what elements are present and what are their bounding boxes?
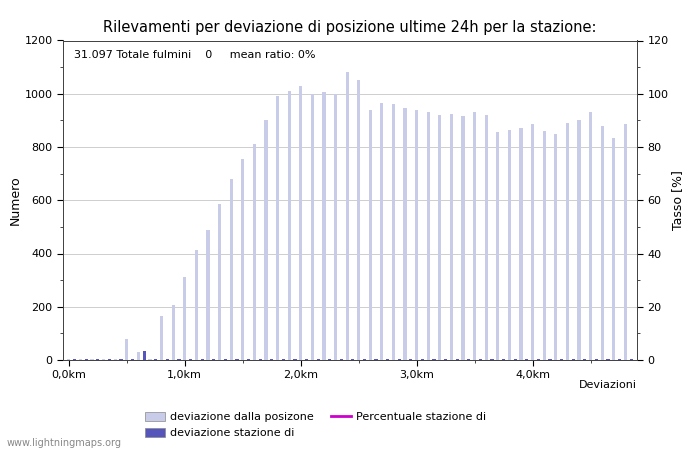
Bar xyxy=(583,359,587,360)
Bar xyxy=(595,359,598,360)
Bar xyxy=(195,249,198,360)
Bar xyxy=(554,134,557,360)
Bar xyxy=(403,108,407,360)
Bar xyxy=(334,94,337,360)
Bar xyxy=(253,144,256,360)
Bar xyxy=(206,230,209,360)
Y-axis label: Tasso [%]: Tasso [%] xyxy=(671,170,685,230)
Bar xyxy=(357,81,360,360)
Bar xyxy=(479,359,482,360)
Bar xyxy=(183,278,186,360)
Bar xyxy=(67,359,71,360)
Bar xyxy=(514,359,517,360)
Bar xyxy=(247,359,250,360)
Bar xyxy=(363,359,366,360)
Bar xyxy=(305,359,308,360)
Bar xyxy=(322,92,326,360)
Bar xyxy=(281,359,285,360)
Bar xyxy=(450,114,453,360)
Bar xyxy=(410,359,412,360)
Bar xyxy=(566,123,569,360)
Bar xyxy=(177,359,181,360)
Bar xyxy=(398,359,401,360)
Bar xyxy=(468,359,470,360)
Bar xyxy=(374,359,378,360)
Bar xyxy=(525,359,528,360)
Bar xyxy=(542,131,546,360)
Bar xyxy=(438,115,442,360)
Bar xyxy=(618,359,621,360)
Bar xyxy=(548,359,552,360)
Bar xyxy=(212,359,216,360)
Bar xyxy=(537,359,540,360)
Bar xyxy=(172,306,175,360)
Bar xyxy=(241,159,244,360)
Bar xyxy=(276,96,279,360)
Text: Deviazioni: Deviazioni xyxy=(579,380,637,390)
Bar xyxy=(131,359,134,360)
Bar xyxy=(235,359,239,360)
Bar xyxy=(456,359,459,360)
Bar xyxy=(351,359,354,360)
Bar xyxy=(160,316,163,360)
Bar xyxy=(624,124,627,360)
Bar xyxy=(270,359,273,360)
Bar xyxy=(380,103,384,360)
Y-axis label: Numero: Numero xyxy=(8,176,22,225)
Bar xyxy=(230,179,232,360)
Bar xyxy=(218,204,221,360)
Bar xyxy=(473,112,476,360)
Bar xyxy=(496,132,499,360)
Bar xyxy=(224,359,227,360)
Text: 31.097 Totale fulmini    0     mean ratio: 0%: 31.097 Totale fulmini 0 mean ratio: 0% xyxy=(74,50,316,60)
Bar xyxy=(136,352,140,360)
Bar xyxy=(601,126,604,360)
Bar xyxy=(491,359,494,360)
Bar xyxy=(415,110,419,360)
Bar xyxy=(166,359,169,360)
Bar xyxy=(444,359,447,360)
Bar xyxy=(502,359,505,360)
Bar xyxy=(612,138,615,360)
Text: www.lightningmaps.org: www.lightningmaps.org xyxy=(7,438,122,448)
Bar xyxy=(148,359,152,360)
Bar xyxy=(433,359,435,360)
Bar xyxy=(606,359,610,360)
Bar xyxy=(154,359,158,360)
Bar xyxy=(340,359,343,360)
Bar xyxy=(519,128,523,360)
Bar xyxy=(293,359,297,360)
Bar xyxy=(369,110,372,360)
Bar xyxy=(316,359,320,360)
Bar xyxy=(461,117,465,360)
Bar xyxy=(201,359,204,360)
Bar xyxy=(560,359,564,360)
Bar xyxy=(484,115,488,360)
Bar xyxy=(346,72,349,360)
Bar xyxy=(288,91,290,360)
Bar xyxy=(531,124,534,360)
Bar xyxy=(311,94,314,360)
Title: Rilevamenti per deviazione di posizione ultime 24h per la stazione:: Rilevamenti per deviazione di posizione … xyxy=(104,20,596,35)
Bar xyxy=(421,359,424,360)
Bar xyxy=(572,359,575,360)
Bar xyxy=(265,120,267,360)
Bar xyxy=(508,130,511,360)
Bar xyxy=(392,104,395,360)
Bar xyxy=(143,351,146,360)
Bar xyxy=(589,112,592,360)
Bar xyxy=(427,112,430,360)
Bar xyxy=(578,120,580,360)
Bar xyxy=(328,359,331,360)
Bar xyxy=(386,359,389,360)
Bar xyxy=(125,339,128,360)
Bar xyxy=(629,359,633,360)
Bar xyxy=(299,86,302,360)
Legend: deviazione dalla posizone, deviazione stazione di, Percentuale stazione di: deviazione dalla posizone, deviazione st… xyxy=(140,407,491,442)
Bar xyxy=(189,359,192,360)
Bar xyxy=(258,359,262,360)
